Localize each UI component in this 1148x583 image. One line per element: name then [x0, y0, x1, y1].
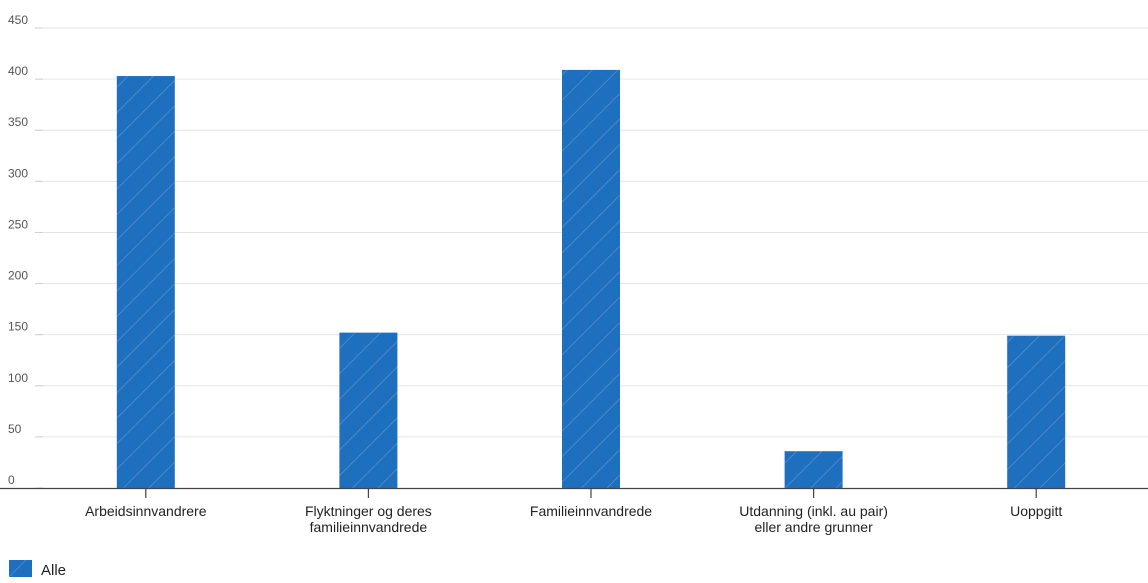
y-tick-label: 450: [8, 13, 28, 27]
y-tick-label: 250: [8, 217, 28, 231]
legend: Alle: [9, 560, 66, 579]
y-tick-label: 400: [8, 64, 28, 78]
x-tick-label-line: Flyktninger og deres: [305, 503, 432, 519]
x-tick-label: Arbeidsinnvandrere: [85, 503, 207, 519]
x-tick-label-line: eller andre grunner: [754, 519, 873, 535]
bar-hatch: [784, 451, 843, 488]
y-axis: 0 50 100 150 200 250 300 350 400 450: [8, 13, 43, 489]
x-tick-label-line: Utdanning (inkl. au pair): [739, 503, 888, 519]
y-tick-label: 0: [8, 473, 15, 487]
y-tick-label: 300: [8, 166, 28, 180]
x-tick-label-line: familieinnvandrede: [310, 519, 428, 535]
y-tick-label: 200: [8, 269, 28, 283]
x-tick-label: Familieinnvandrede: [530, 503, 652, 519]
legend-swatch-hatch: [9, 560, 32, 577]
x-axis: Arbeidsinnvandrere Flyktninger og deres fa…: [0, 487, 1148, 535]
bar-hatch: [1007, 335, 1066, 488]
y-tick-label: 350: [8, 115, 28, 129]
bar-hatch: [562, 69, 620, 489]
x-tick-label: Utdanning (inkl. au pair) eller andre gru…: [739, 503, 888, 535]
bars: [116, 69, 1066, 489]
y-tick-label: 150: [8, 320, 28, 334]
y-tick-label: 100: [8, 371, 28, 385]
bar-hatch: [339, 332, 398, 488]
x-tick-label: Uoppgitt: [1010, 503, 1062, 519]
x-tick-label-line: Familieinnvandrede: [530, 503, 652, 519]
bar-hatch: [116, 76, 175, 489]
y-tick-label: 50: [8, 422, 22, 436]
x-tick-label: Flyktninger og deres familieinnvandrede: [305, 503, 432, 535]
x-tick-label-line: Uoppgitt: [1010, 503, 1062, 519]
x-tick-label-line: Arbeidsinnvandrere: [85, 503, 207, 519]
legend-label: Alle: [41, 562, 66, 579]
